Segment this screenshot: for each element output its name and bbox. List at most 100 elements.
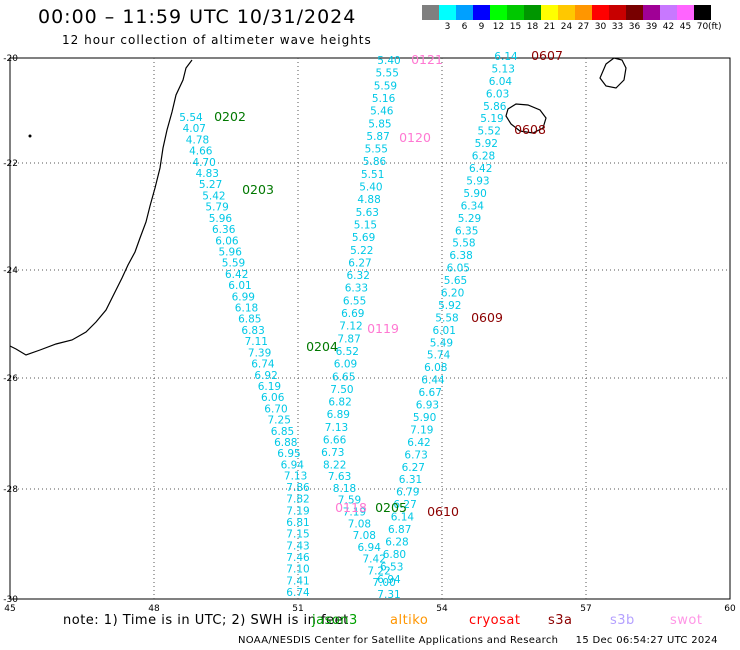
wave-height-value: 7.00: [372, 577, 395, 589]
latitude-label: -22: [3, 159, 18, 169]
wave-height-value: 7.12: [339, 321, 362, 333]
wave-height-value: 5.63: [356, 207, 379, 219]
pass-time-label: 0205: [375, 500, 407, 515]
wave-height-value: 6.36: [212, 224, 236, 236]
colorbar-label: 15: [509, 22, 522, 32]
colorbar-cell: [575, 5, 592, 20]
wave-height-value: 4.66: [189, 146, 213, 158]
wave-height-value: 5.69: [352, 232, 375, 244]
wave-height-value: 7.59: [338, 495, 361, 507]
wave-height-value: 6.79: [396, 487, 419, 499]
map-frame: [9, 57, 731, 600]
pass-time-label: 0609: [471, 310, 503, 325]
colorbar-label: 12: [492, 22, 505, 32]
wave-height-value: 6.31: [399, 474, 422, 486]
wave-height-value: 6.89: [327, 409, 350, 421]
mauritius-island-outline: [599, 57, 627, 89]
wave-height-value: 5.87: [366, 131, 389, 143]
longitude-label: 54: [436, 604, 448, 614]
colorbar-label: 3: [444, 22, 451, 32]
wave-height-value: 4.07: [183, 123, 206, 135]
wave-height-value: 5.40: [377, 55, 400, 67]
wave-height-value: 7.42: [363, 554, 386, 566]
wave-height-value: 7.11: [245, 336, 268, 348]
longitude-label: 51: [292, 604, 303, 614]
colorbar-cell: [456, 5, 473, 20]
colorbar-label: 42: [662, 22, 675, 32]
colorbar-cell: [626, 5, 643, 20]
wave-height-value: 7.08: [353, 530, 376, 542]
wave-height-value: 7.31: [377, 589, 400, 601]
wave-height-value: 7.50: [330, 384, 353, 396]
wave-height-value: 6.01: [228, 280, 251, 292]
wave-height-value: 6.04: [489, 76, 513, 88]
wave-height-value: 6.42: [407, 437, 430, 449]
wave-height-value: 6.95: [277, 448, 300, 460]
longitude-label: 57: [580, 604, 591, 614]
wave-height-value: 4.83: [196, 168, 219, 180]
wave-height-value: 6.93: [416, 400, 439, 412]
wave-height-value: 6.28: [472, 151, 495, 163]
colorbar-label: 6: [461, 22, 468, 32]
agency-credit: NOAA/NESDIS Center for Satellite Applica…: [238, 635, 559, 646]
wave-height-value: 5.96: [209, 213, 233, 225]
wave-height-value: 6.27: [402, 462, 425, 474]
wave-height-value: 5.90: [463, 188, 486, 200]
pass-time-label: 0204: [306, 339, 338, 354]
wave-height-value: 6.82: [328, 397, 351, 409]
satellite-legend-item: s3a: [548, 613, 573, 628]
wave-height-value: 7.43: [286, 540, 309, 552]
colorbar-label: 70: [696, 22, 709, 32]
pass-time-label: 0118: [335, 500, 367, 515]
wave-height-value: 8.22: [323, 459, 346, 471]
colorbar-cell: [507, 5, 524, 20]
wave-height-value: 6.66: [323, 435, 347, 447]
colorbar-label: 39: [645, 22, 658, 32]
wave-height-value: 5.65: [444, 275, 467, 287]
wave-height-value: 7.13: [284, 471, 307, 483]
wave-height-value: 6.03: [486, 88, 509, 100]
wave-height-value: 6.85: [238, 314, 261, 326]
colorbar-label: 9: [478, 22, 485, 32]
colorbar-cell: [422, 5, 439, 20]
ground-track-a: 5.544.074.784.664.704.835.275.425.795.96…: [179, 112, 310, 599]
longitude-label: 45: [4, 604, 15, 614]
wave-height-value: 7.19: [410, 424, 433, 436]
units-note: note: 1) Time is in UTC; 2) SWH is in fe…: [63, 613, 349, 628]
pass-time-label: 0120: [399, 130, 431, 145]
wave-height-value: 6.38: [449, 250, 472, 262]
pass-time-label: 0607: [531, 48, 563, 63]
wave-height-value: 6.09: [334, 359, 357, 371]
wave-height-value: 6.42: [469, 163, 492, 175]
wave-height-value: 6.27: [393, 499, 416, 511]
wave-height-value: 6.87: [388, 524, 411, 536]
wave-height-value: 5.46: [370, 106, 394, 118]
colorbar-labels: 3 6 9 12 15 18 21 24 27 30 33 36 39 42 45 70: [422, 22, 711, 32]
wave-height-value: 5.86: [363, 156, 387, 168]
wave-height-value: 5.92: [438, 300, 461, 312]
wave-height-value: 6.80: [383, 549, 406, 561]
wave-height-value: 6.55: [343, 295, 366, 307]
wave-height-value: 6.85: [271, 426, 294, 438]
wave-height-value: 6.14: [391, 512, 415, 524]
wave-height-value: 6.08: [424, 362, 447, 374]
wave-height-value: 6.35: [455, 225, 478, 237]
latitude-label: -20: [3, 54, 18, 64]
wave-height-value: 6.74: [286, 587, 310, 599]
wave-height-value: 7.87: [337, 333, 360, 345]
wave-height-value: 6.28: [385, 537, 408, 549]
wave-height-value: 6.06: [261, 392, 285, 404]
wave-height-value: 6.99: [232, 291, 255, 303]
wave-height-value: 6.73: [321, 447, 344, 459]
wave-height-value: 5.40: [359, 182, 382, 194]
latitude-label: -30: [3, 595, 18, 605]
wave-height-value: 5.55: [365, 144, 388, 156]
wave-height-value: 5.96: [219, 247, 243, 259]
colorbar-label: 30: [594, 22, 607, 32]
pass-time-label: 0202: [214, 109, 246, 124]
pass-time-labels: 0202 0203 0204 0205 0121 0120 0119 0118 0607 0608…: [214, 48, 563, 519]
wave-height-value: 5.55: [376, 68, 399, 80]
ground-track-b: 5.405.555.595.165.465.855.875.555.865.51…: [321, 55, 401, 601]
